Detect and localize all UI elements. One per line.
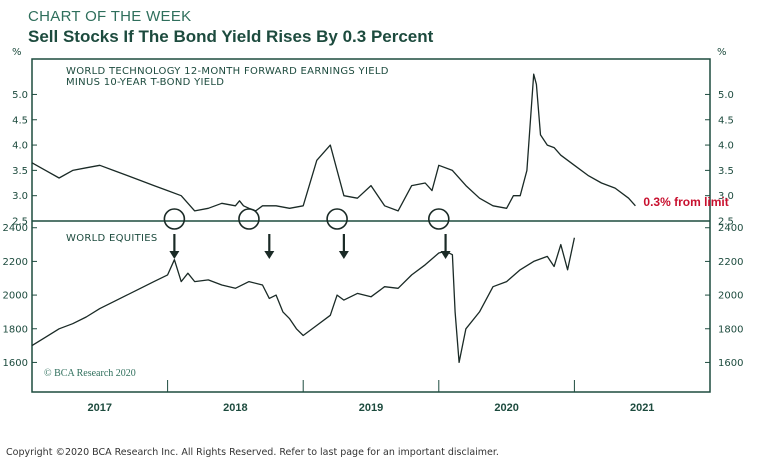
unit-label-left: % — [12, 47, 22, 58]
top-panel-title-line2: MINUS 10-YEAR T-BOND YIELD — [66, 77, 224, 88]
chart-headline: Sell Stocks If The Bond Yield Rises By 0… — [28, 27, 434, 46]
limit-annotation: 0.3% from limit — [643, 195, 728, 209]
top-panel-title-line1: WORLD TECHNOLOGY 12-MONTH FORWARD EARNIN… — [66, 66, 389, 77]
bottom-series-group — [31, 237, 576, 364]
trough-circle-marker — [238, 208, 260, 230]
x-tick-label: 2018 — [223, 402, 247, 414]
bottom-y-axis: 1600 1600 1800 1800 2000 2000 2200 2200 2400 2400 — [3, 223, 744, 369]
sell-arrow-head — [440, 251, 451, 259]
x-tick-label: 2021 — [630, 402, 654, 414]
earnings-yield-line — [31, 73, 636, 212]
top-ytick-label-left: 2.5 — [12, 217, 28, 228]
bottom-ytick-label-right: 2000 — [718, 291, 743, 302]
top-ytick-label-left: 4.5 — [12, 115, 28, 126]
top-ytick-label-right: 2.5 — [718, 217, 734, 228]
bottom-ytick-label-right: 1800 — [718, 324, 743, 335]
bottom-ytick-label-right: 2200 — [718, 257, 743, 268]
top-ytick-label-left: 3.0 — [12, 191, 28, 202]
bottom-ytick-label-left: 1600 — [3, 358, 28, 369]
top-ytick-label-left: 3.5 — [12, 166, 28, 177]
bottom-ytick-label-left: 2200 — [3, 257, 28, 268]
watermark: © BCA Research 2020 — [44, 368, 136, 379]
bottom-ytick-label-right: 2400 — [718, 223, 743, 234]
top-ytick-label-left: 5.0 — [12, 90, 28, 101]
sell-arrow-head — [169, 251, 180, 259]
top-ytick-label-left: 4.0 — [12, 141, 28, 152]
bottom-panel-title: WORLD EQUITIES — [66, 233, 158, 244]
sell-arrow-head — [338, 251, 349, 259]
top-ytick-label-right: 3.0 — [718, 191, 734, 202]
trough-circle-marker — [326, 208, 348, 230]
trough-circle-marker — [427, 208, 450, 230]
chart-frame — [31, 58, 711, 393]
top-series-group — [31, 73, 636, 212]
bottom-ytick-label-right: 1600 — [718, 358, 743, 369]
x-axis: 2017 2018 2019 2020 2021 — [31, 380, 711, 414]
unit-label-right: % — [717, 47, 727, 58]
bottom-ytick-label-left: 2400 — [3, 223, 28, 234]
top-y-axis: 2.5 2.5 3.0 3.0 3.5 3.5 4.0 4.0 4.5 4.5 5.0 5.0 — [12, 90, 734, 228]
top-ytick-label-right: 5.0 — [718, 90, 734, 101]
x-tick-label: 2019 — [359, 402, 383, 414]
x-tick-label: 2017 — [88, 402, 112, 414]
bottom-ytick-label-left: 1800 — [3, 324, 28, 335]
world-equities-line — [31, 237, 576, 364]
x-tick-label: 2020 — [494, 402, 518, 414]
top-ytick-label-right: 4.0 — [718, 141, 734, 152]
chart-kicker: CHART OF THE WEEK — [28, 8, 192, 25]
bottom-ytick-label-left: 2000 — [3, 291, 28, 302]
copyright-footer: Copyright ©2020 BCA Research Inc. All Ri… — [6, 447, 499, 458]
marker-group — [163, 208, 451, 259]
trough-circle-marker — [163, 208, 186, 230]
top-ytick-label-right: 3.5 — [718, 166, 734, 177]
chart-svg: % % WORLD TECHNOLOGY 12-MONTH FORWARD EA… — [3, 47, 744, 414]
sell-arrow-head — [264, 251, 275, 259]
top-ytick-label-right: 4.5 — [718, 115, 734, 126]
